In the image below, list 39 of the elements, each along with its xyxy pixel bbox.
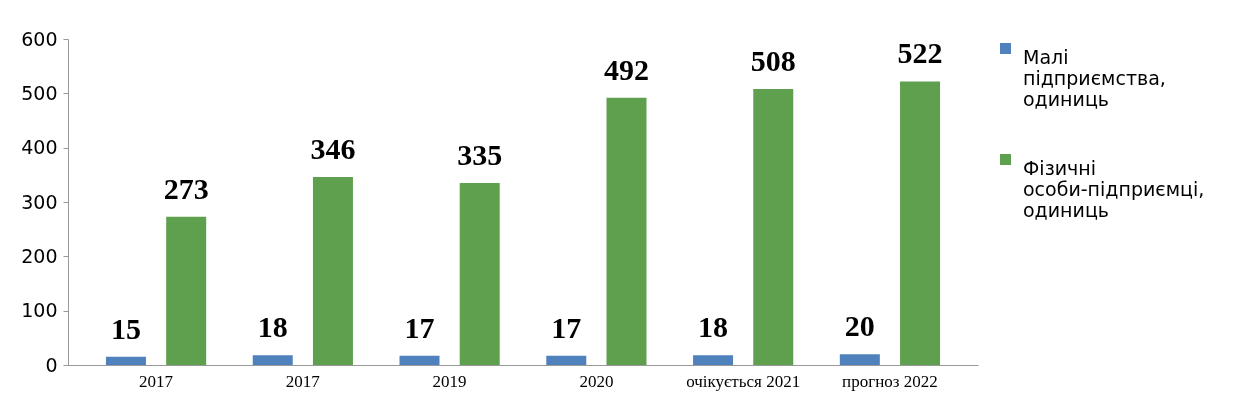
y-tick-label: 600 [21,27,58,50]
bar [459,182,500,365]
bar [839,354,880,365]
data-label: 273 [163,171,209,205]
bar [312,177,353,365]
y-tick-label: 300 [21,190,58,213]
bar [546,355,587,365]
data-label: 508 [750,43,796,77]
bar [693,355,734,365]
x-tick-label: 2020 [579,371,614,391]
bar [900,81,941,365]
bar [252,355,293,365]
data-label: 18 [698,310,729,344]
data-label: 346 [310,132,356,166]
bar [399,355,440,365]
bar [105,356,146,365]
legend-label: Малі підприємства, одиниць [1023,45,1166,110]
data-label: 492 [603,52,649,86]
x-tick-label: 2017 [139,371,174,391]
legend-label: Фізичні особи-підприємці, одиниць [1023,156,1205,221]
x-tick-label: 2017 [285,371,321,391]
y-tick-label: 500 [21,81,58,104]
y-tick-label: 100 [21,299,58,322]
data-label: 335 [457,137,503,171]
data-label: 20 [844,309,875,343]
bar [606,97,647,365]
y-tick-label: 400 [21,136,58,159]
bar [166,216,207,365]
y-tick-label: 0 [45,353,58,376]
x-tick-label: прогноз 2022 [842,371,938,391]
bar [753,88,794,365]
data-label: 17 [551,310,582,344]
x-tick-label: 2019 [432,371,467,391]
data-label: 18 [257,310,288,344]
data-label: 15 [110,311,141,345]
data-label: 522 [897,36,943,70]
y-tick-label: 200 [21,244,58,267]
data-label: 17 [404,310,435,344]
x-tick-label: очікується 2021 [686,371,801,391]
